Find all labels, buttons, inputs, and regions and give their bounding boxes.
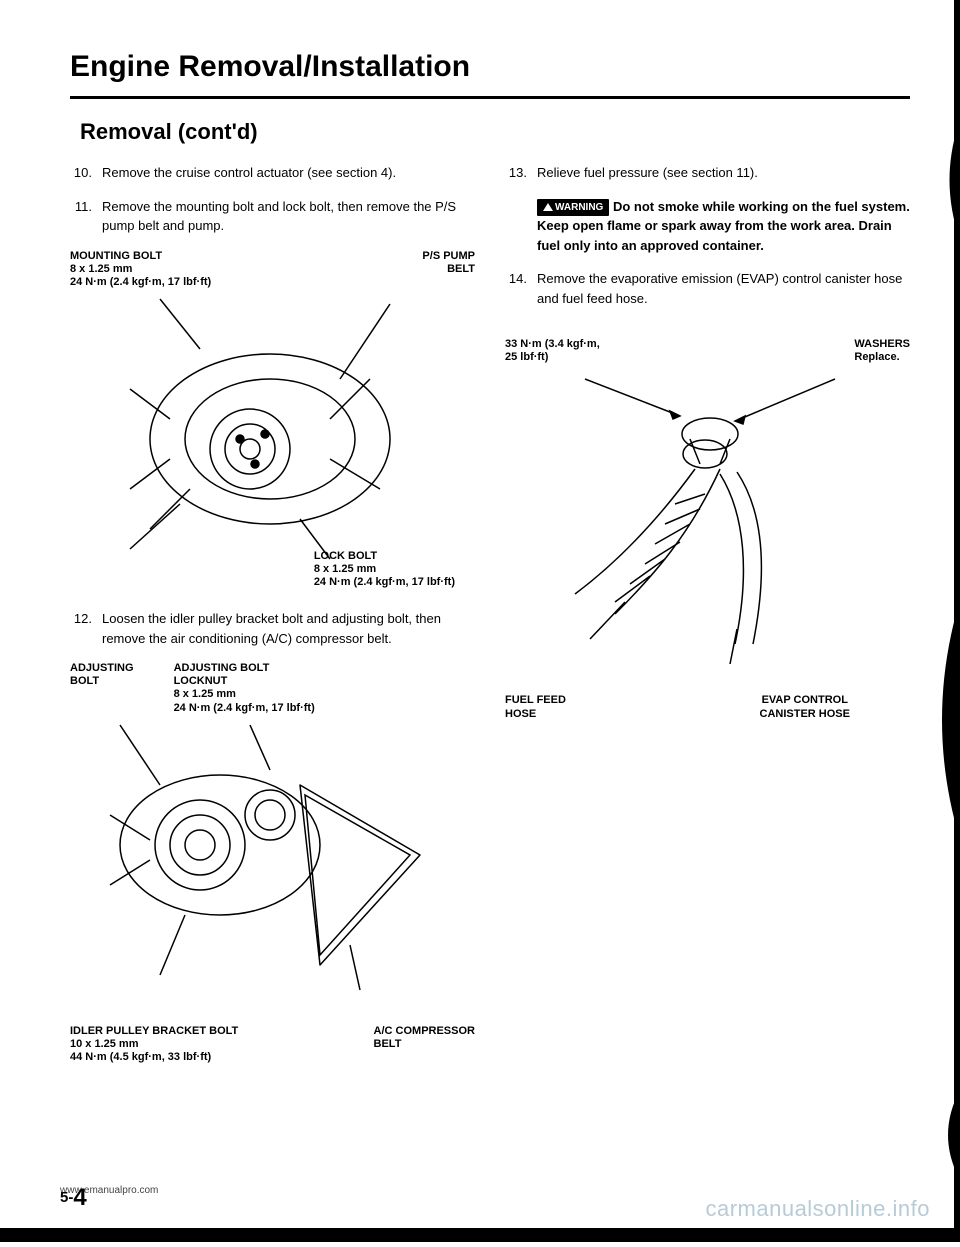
step-13: 13. Relieve fuel pressure (see section 1… [505,163,910,183]
label-ac-compressor-belt: A/C COMPRESSOR BELT [374,1025,475,1065]
step-11: 11. Remove the mounting bolt and lock bo… [70,197,475,236]
step-number: 11. [70,197,92,236]
step-text: Remove the evaporative emission (EVAP) c… [537,269,910,308]
section-subtitle: Removal (cont'd) [80,119,910,145]
label-washers: WASHERS Replace. [854,338,910,364]
right-column: 13. Relieve fuel pressure (see section 1… [505,163,910,1084]
label-lock-bolt: LOCK BOLT 8 x 1.25 mm 24 N·m (2.4 kgf·m,… [314,550,455,590]
title-rule [70,96,910,99]
step-text: Loosen the idler pulley bracket bolt and… [102,609,475,648]
label-idler-pulley-bracket-bolt: IDLER PULLEY BRACKET BOLT 10 x 1.25 mm 4… [70,1025,238,1065]
diagram-ac-compressor [70,715,450,1025]
step-14: 14. Remove the evaporative emission (EVA… [505,269,910,308]
diagram-ps-pump [70,289,450,589]
diagram-fuel-hose [505,364,885,694]
step-text: Remove the cruise control actuator (see … [102,163,475,183]
two-column-layout: 10. Remove the cruise control actuator (… [70,163,910,1084]
figure-ps-pump: MOUNTING BOLT 8 x 1.25 mm 24 N·m (2.4 kg… [70,250,475,590]
step-number: 10. [70,163,92,183]
label-evap-canister-hose: EVAP CONTROL CANISTER HOSE [760,694,850,720]
page-number-value: 4 [73,1184,86,1211]
step-12: 12. Loosen the idler pulley bracket bolt… [70,609,475,648]
label-adjusting-bolt: ADJUSTING BOLT [70,662,134,715]
label-fuel-feed-hose: FUEL FEED HOSE [505,694,566,720]
warning-label: WARNING [555,202,603,213]
warning-block: WARNING Do not smoke while working on th… [505,197,910,256]
label-adjusting-bolt-locknut: ADJUSTING BOLT LOCKNUT 8 x 1.25 mm 24 N·… [174,662,315,715]
step-number: 12. [70,609,92,648]
label-torque: 33 N·m (3.4 kgf·m, 25 lbf·ft) [505,338,600,364]
warning-badge: WARNING [537,199,609,216]
label-mounting-bolt: MOUNTING BOLT 8 x 1.25 mm 24 N·m (2.4 kg… [70,250,211,290]
figure-ac-compressor: ADJUSTING BOLT ADJUSTING BOLT LOCKNUT 8 … [70,662,475,1064]
page-bottom-edge [0,1228,960,1242]
page-prefix: 5- [60,1189,73,1206]
step-text: Relieve fuel pressure (see section 11). [537,163,910,183]
page-number: 5-4 [60,1184,87,1212]
step-number: 13. [505,163,527,183]
left-column: 10. Remove the cruise control actuator (… [70,163,475,1084]
step-text: Remove the mounting bolt and lock bolt, … [102,197,475,236]
page-title: Engine Removal/Installation [70,50,910,84]
figure-fuel-hose: 33 N·m (3.4 kgf·m, 25 lbf·ft) WASHERS Re… [505,338,910,721]
step-number: 14. [505,269,527,308]
step-10: 10. Remove the cruise control actuator (… [70,163,475,183]
label-ps-pump-belt: P/S PUMP BELT [422,250,475,290]
watermark: carmanualsonline.info [705,1196,930,1222]
